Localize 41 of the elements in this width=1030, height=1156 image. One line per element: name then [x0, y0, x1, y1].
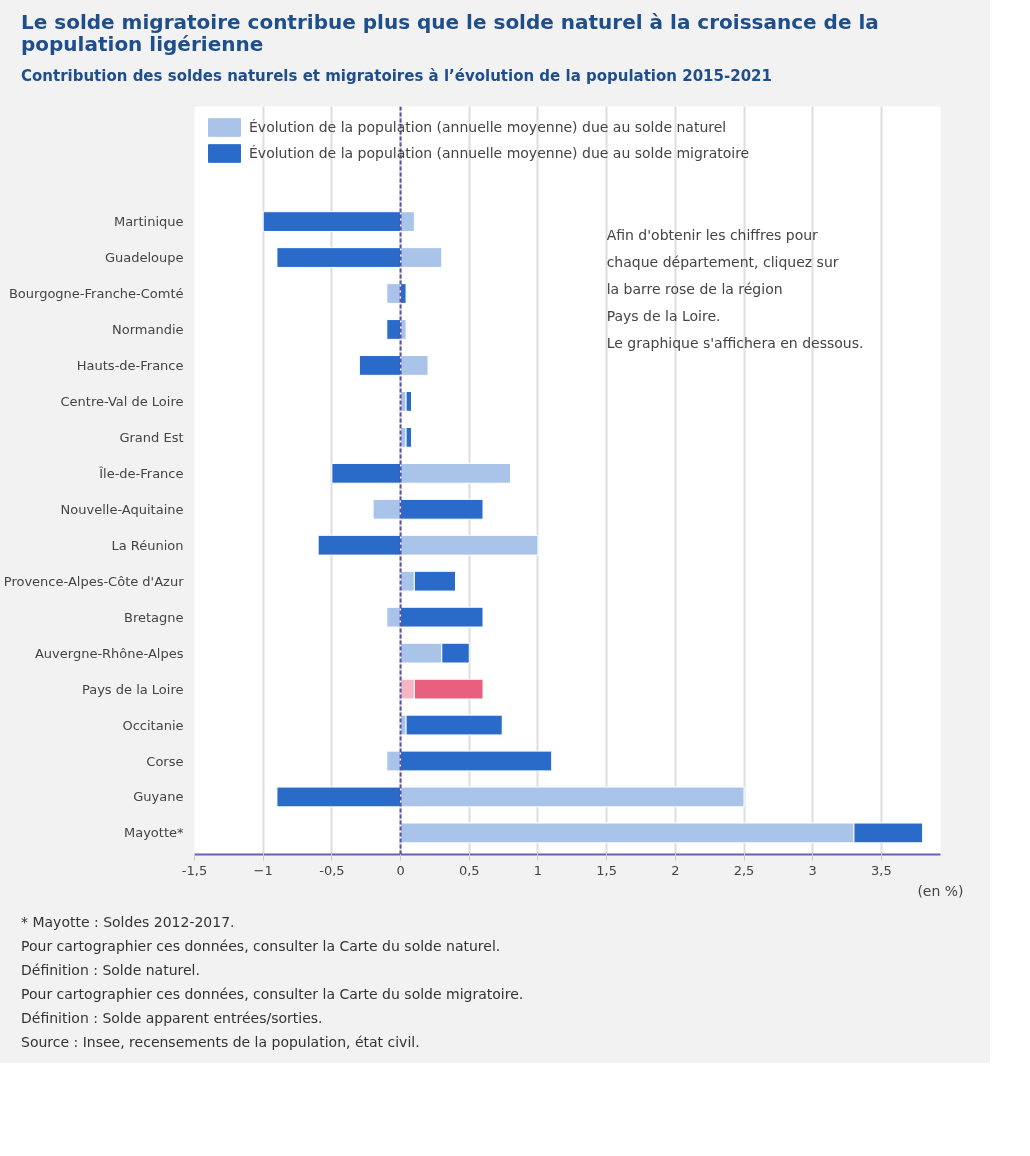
chart-subtitle: Contribution des soldes naturels et migratoires à l’évolution de la population 2015-2021: [21, 66, 772, 88]
x-tick-label: -0,5: [319, 862, 345, 878]
y-tick-label: Auvergne-Rhône-Alpes: [34, 645, 184, 661]
y-tick-label: Hauts-de-France: [76, 357, 184, 373]
x-tick-label: 3: [808, 862, 817, 878]
y-tick-label: Provence-Alpes-Côte d'Azur: [3, 573, 185, 589]
y-tick-label: La Réunion: [111, 537, 184, 553]
y-tick-label: Mayotte*: [123, 824, 184, 840]
x-tick-label: -1,5: [181, 862, 208, 878]
source-note: Source : Insee, recensements de la population, état civil.: [21, 1032, 421, 1052]
x-tick-label: 0,5: [458, 862, 480, 878]
x-tick-label: 1,5: [596, 862, 618, 878]
text: Définition : Solde apparent entrées/sorties.: [21, 1008, 324, 1028]
y-tick-label: Guyane: [133, 789, 184, 805]
x-tick-label: 3,5: [871, 862, 892, 878]
y-tick-label: Grand Est: [119, 429, 184, 445]
x-axis-title: (en %): [917, 882, 964, 899]
y-tick-label: Centre-Val de Loire: [60, 393, 184, 409]
y-tick-label: Bretagne: [123, 609, 184, 625]
y-tick-label: Martinique: [113, 213, 184, 229]
annotation: Afin d'obtenir les chiffres pour chaque département, cliquez sur la barre rose de la région Pays de la Loire. Le graphique s'affichera en dessous.: [606, 226, 864, 351]
y-tick-label: Normandie: [111, 321, 184, 337]
y-tick-label: Pays de la Loire: [81, 681, 184, 697]
x-tick-label: 1: [533, 862, 543, 878]
x-tick-label: 2: [671, 862, 680, 878]
y-tick-label: Corse: [146, 753, 184, 769]
chart-title: Le solde migratoire contribue plus que le solde naturel à la croissance de la population ligérienne: [21, 10, 880, 56]
y-tick-label: Bourgogne-Franche-Comté: [8, 285, 184, 301]
y-tick-label: Nouvelle-Aquitaine: [60, 501, 184, 517]
text: Définition : Solde naturel.: [21, 960, 201, 980]
x-tick-label: 0: [396, 862, 405, 878]
y-tick-label: Île-de-France: [98, 465, 184, 481]
x-tick-label: −1: [253, 862, 273, 878]
x-tick-label: 2,5: [733, 862, 755, 878]
legend-label: Évolution de la population (annuelle moyenne) due au solde naturel: [249, 118, 727, 135]
legend-label: Évolution de la population (annuelle moyenne) due au solde migratoire: [249, 144, 750, 161]
y-tick-label: Occitanie: [122, 717, 184, 733]
text: Pour cartographier ces données, consulter la Carte du solde migratoire.: [21, 984, 524, 1004]
text: * Mayotte : Soldes 2012-2017.: [21, 912, 236, 932]
text: Pour cartographier ces données, consulter la Carte du solde naturel.: [21, 936, 502, 956]
y-tick-label: Guadeloupe: [104, 249, 184, 265]
